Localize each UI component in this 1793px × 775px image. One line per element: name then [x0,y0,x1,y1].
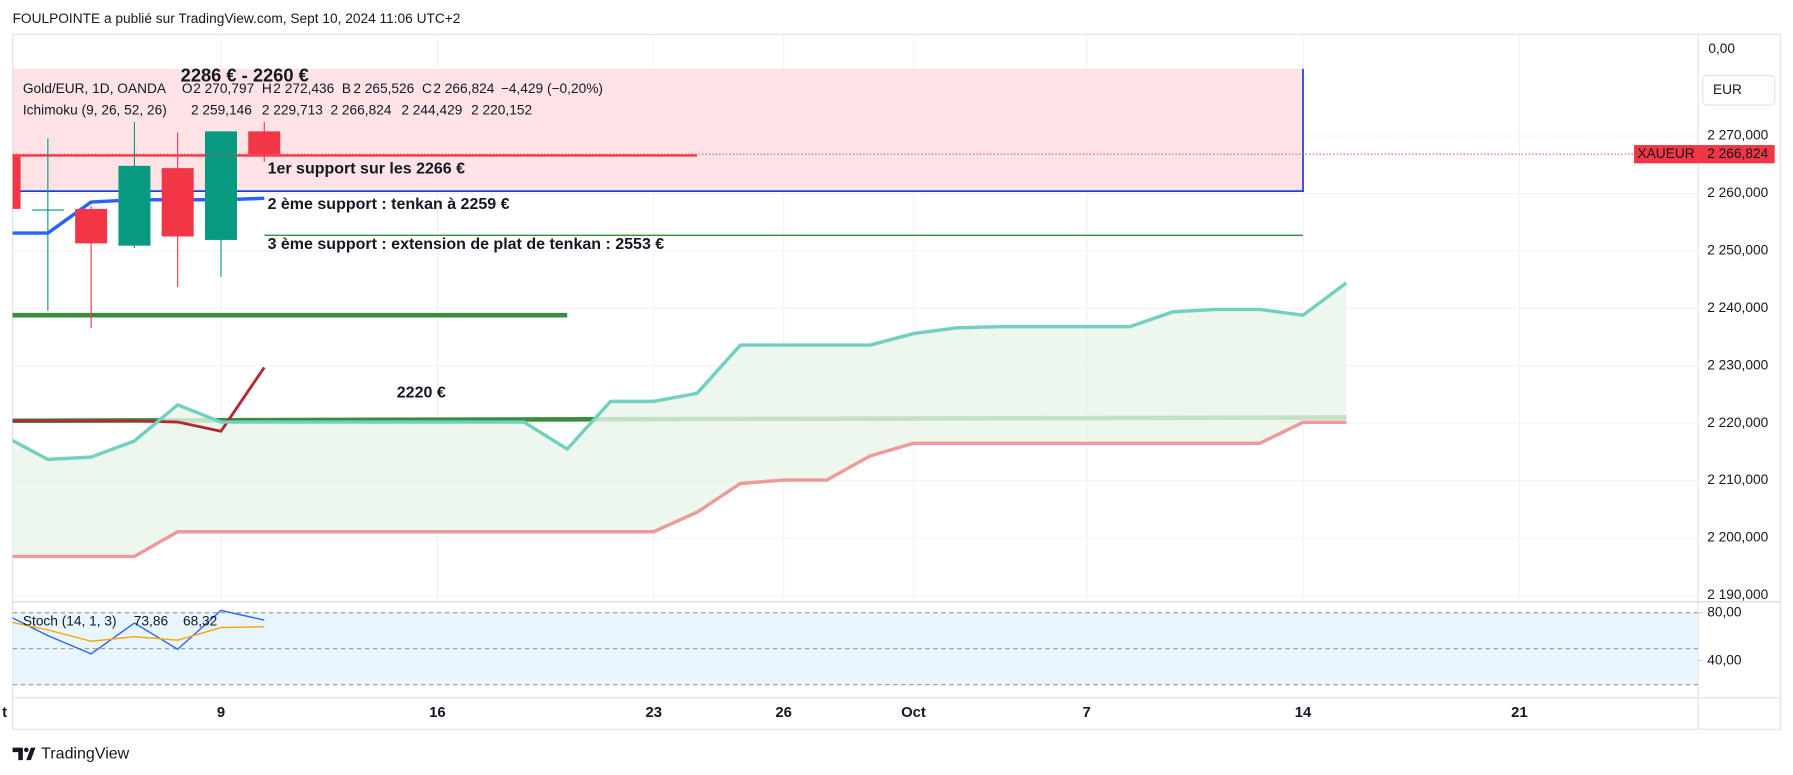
price-tag [1698,145,1775,164]
ohlc-value: 2 270,797 [193,81,254,96]
y-tick-label: 2 230,000 [1707,357,1768,372]
candle-body [12,156,21,209]
x-tick-label: 21 [1511,705,1528,721]
y-tick-label: 2 250,000 [1707,242,1768,257]
indicator-value: 2 244,429 [401,103,462,118]
indicator-value: 2 229,713 [262,103,323,118]
candle-body [75,208,108,244]
ichimoku-line [12,420,1347,559]
candle-body [204,131,237,240]
brand: TradingView [41,746,130,763]
osc-tick-label: 40,00 [1707,652,1742,667]
indicator-value: 2 259,146 [191,103,252,118]
change: −4,429 (−0,20%) [501,81,603,96]
osc-label: Stoch (14, 1, 3) [23,613,117,628]
cloud [12,282,1347,557]
candle-body [31,209,64,211]
zone-label: 2286 € - 2260 € [181,64,309,85]
x-tick-label: Oct [901,705,926,721]
y-tick-label: 2 260,000 [1707,185,1768,200]
price-tag-text: 2 266,824 [1707,146,1768,161]
candle-body [161,168,194,237]
ohlc-key: B [342,81,351,96]
x-tick-label: 9 [217,705,225,721]
currency[interactable]: EUR [1713,82,1742,97]
x-tick-label: 23 [646,705,663,721]
ohlc-key: H [262,81,272,96]
ichimoku-line [12,366,266,433]
ohlc-value: 2 272,436 [273,81,334,96]
x-tick-label: 7 [1082,705,1090,721]
osc-value: 73,86 [134,613,169,628]
attribution: FOULPOINTE a publié sur TradingView.com,… [13,11,461,26]
x-tick-label: 16 [429,705,446,721]
logo-shape [12,747,36,761]
y-tick-label: 2 220,000 [1707,415,1768,430]
symbol-tag-text: XAUEUR [1638,146,1695,161]
oscillator-pane [12,609,1699,686]
zone-border [12,68,1304,192]
annotation: 3 ème support : extension de plat de ten… [268,236,665,253]
symbol-tag [1634,145,1699,164]
stoch-line [12,609,265,655]
main-pane [12,68,1699,559]
currency-button[interactable] [1702,74,1776,106]
annotation: 2 ème support : tenkan à 2259 € [268,196,510,213]
y-tick-label: 2 200,000 [1707,530,1768,545]
indicator-value: 2 266,824 [330,103,391,118]
symbol-label: Gold/EUR, 1D, OANDA [23,81,167,96]
candle-body [248,131,281,155]
indicator-value: 2 220,152 [471,103,532,118]
ohlc-key: O [182,81,193,96]
ichimoku-line [12,281,1348,462]
stoch-line [12,621,265,642]
osc-tick-label: 80,00 [1707,604,1742,619]
brand-logo [12,747,36,761]
osc-value: 68,32 [183,613,217,628]
ohlc-key: C [422,81,432,96]
logo-dot [24,747,29,753]
ohlc-value: 2 265,526 [353,81,414,96]
y-tick-label: 2 210,000 [1707,472,1768,487]
indicator-label: Ichimoku (9, 26, 52, 26) [23,103,167,118]
y-tick-label: 2 190,000 [1707,587,1768,602]
y-tick-label: 2 240,000 [1707,300,1768,315]
x-tick-label: 26 [775,705,792,721]
price-scale-top-label: 0,00 [1708,41,1735,56]
y-tick-label: 2 270,000 [1707,128,1768,143]
annotation: 1er support sur les 2266 € [268,160,466,177]
annotation: 2220 € [397,384,446,401]
candle-body [118,165,151,246]
x-tick-label: 14 [1295,705,1312,721]
x-tick-label: t [2,705,7,721]
overlay: 2 190,000 2 200,000 2 210,000 2 220,000 2 23… [2,64,1775,721]
ohlc-value: 2 266,824 [433,81,494,96]
